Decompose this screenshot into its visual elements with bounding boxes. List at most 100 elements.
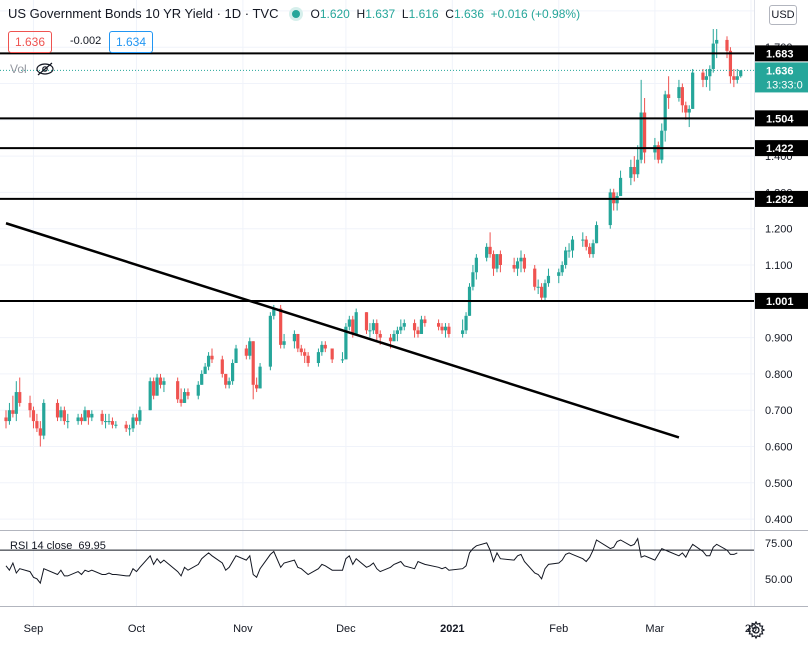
- candle[interactable]: [268, 312, 272, 371]
- candle[interactable]: [364, 312, 369, 334]
- candle[interactable]: [467, 283, 472, 316]
- candle[interactable]: [131, 413, 135, 432]
- candle[interactable]: [584, 235, 588, 251]
- candle[interactable]: [591, 239, 595, 258]
- candle[interactable]: [316, 348, 321, 367]
- candle[interactable]: [320, 341, 324, 356]
- rsi-line[interactable]: [5, 537, 738, 585]
- candle[interactable]: [292, 330, 296, 349]
- symbol-title[interactable]: US Government Bonds 10 YR Yield · 1D · T…: [8, 6, 279, 21]
- candle[interactable]: [176, 377, 180, 403]
- candle[interactable]: [667, 76, 671, 109]
- rsi-legend[interactable]: RSI 14 close 69.95: [10, 540, 106, 552]
- candle[interactable]: [31, 406, 36, 429]
- candle[interactable]: [636, 145, 640, 178]
- candle[interactable]: [152, 377, 156, 400]
- candle[interactable]: [663, 90, 667, 142]
- candle[interactable]: [642, 98, 647, 164]
- candle[interactable]: [340, 352, 345, 364]
- candle[interactable]: [461, 319, 465, 338]
- candle[interactable]: [440, 323, 444, 334]
- candle[interactable]: [368, 323, 372, 338]
- candle[interactable]: [76, 413, 80, 425]
- candle[interactable]: [701, 68, 705, 88]
- candle[interactable]: [103, 413, 108, 429]
- candle[interactable]: [354, 308, 358, 334]
- volume-legend[interactable]: Vol: [10, 62, 55, 76]
- bid-price-box[interactable]: 1.636: [8, 31, 53, 53]
- candle[interactable]: [684, 101, 688, 120]
- ask-price-box[interactable]: 1.634: [109, 31, 154, 53]
- candle[interactable]: [725, 36, 729, 59]
- candle[interactable]: [251, 341, 255, 400]
- candle[interactable]: [392, 330, 396, 342]
- candle[interactable]: [18, 377, 22, 407]
- candle[interactable]: [519, 250, 523, 273]
- candle[interactable]: [443, 323, 448, 338]
- candle[interactable]: [711, 29, 715, 73]
- candle[interactable]: [28, 395, 32, 418]
- candle[interactable]: [560, 261, 564, 276]
- candle[interactable]: [323, 341, 327, 353]
- candle[interactable]: [200, 370, 204, 385]
- candle[interactable]: [279, 304, 283, 349]
- candle[interactable]: [227, 377, 231, 389]
- candle[interactable]: [203, 363, 207, 374]
- candle[interactable]: [38, 421, 42, 447]
- candle[interactable]: [107, 413, 111, 425]
- candle[interactable]: [402, 319, 406, 331]
- candle[interactable]: [488, 232, 492, 258]
- candle[interactable]: [399, 319, 403, 334]
- currency-button[interactable]: USD: [769, 5, 797, 25]
- settings-gear-icon[interactable]: [746, 620, 766, 640]
- candle[interactable]: [474, 254, 478, 280]
- candle[interactable]: [182, 388, 187, 403]
- candle[interactable]: [14, 381, 18, 422]
- price-axis[interactable]: 0.4000.5000.6000.7000.8000.9001.0001.100…: [755, 42, 808, 526]
- candle[interactable]: [35, 413, 39, 432]
- candle[interactable]: [416, 326, 420, 338]
- candle[interactable]: [471, 265, 475, 291]
- candle[interactable]: [687, 105, 691, 128]
- candle[interactable]: [66, 413, 70, 429]
- candle[interactable]: [55, 399, 60, 422]
- candle[interactable]: [155, 373, 159, 396]
- candle[interactable]: [59, 406, 63, 422]
- candle[interactable]: [485, 243, 489, 262]
- candle[interactable]: [677, 79, 681, 102]
- candle[interactable]: [330, 348, 334, 364]
- candle[interactable]: [498, 250, 502, 273]
- candle[interactable]: [656, 141, 660, 164]
- candle[interactable]: [303, 348, 307, 364]
- candle[interactable]: [375, 319, 379, 342]
- trendline[interactable]: [5, 222, 680, 439]
- candle[interactable]: [639, 79, 643, 164]
- candle[interactable]: [282, 333, 286, 349]
- candle[interactable]: [691, 68, 695, 109]
- candle[interactable]: [230, 359, 235, 385]
- candle[interactable]: [512, 257, 516, 273]
- candle[interactable]: [570, 235, 575, 258]
- candle[interactable]: [134, 413, 139, 425]
- candle[interactable]: [206, 352, 211, 371]
- candle[interactable]: [248, 337, 252, 360]
- candle[interactable]: [608, 188, 612, 229]
- candle[interactable]: [412, 319, 417, 338]
- candle[interactable]: [704, 68, 708, 88]
- candle[interactable]: [536, 279, 540, 295]
- candle[interactable]: [296, 333, 300, 353]
- candle[interactable]: [618, 170, 623, 197]
- candle[interactable]: [299, 344, 303, 356]
- candle[interactable]: [4, 410, 8, 429]
- candle[interactable]: [632, 156, 636, 182]
- candle[interactable]: [7, 402, 12, 425]
- candle[interactable]: [244, 344, 248, 360]
- candle[interactable]: [42, 399, 46, 440]
- candle[interactable]: [100, 410, 104, 425]
- candle[interactable]: [423, 315, 427, 327]
- candle[interactable]: [660, 123, 664, 164]
- candle[interactable]: [114, 421, 118, 429]
- candle[interactable]: [680, 83, 684, 113]
- candle[interactable]: [464, 312, 468, 334]
